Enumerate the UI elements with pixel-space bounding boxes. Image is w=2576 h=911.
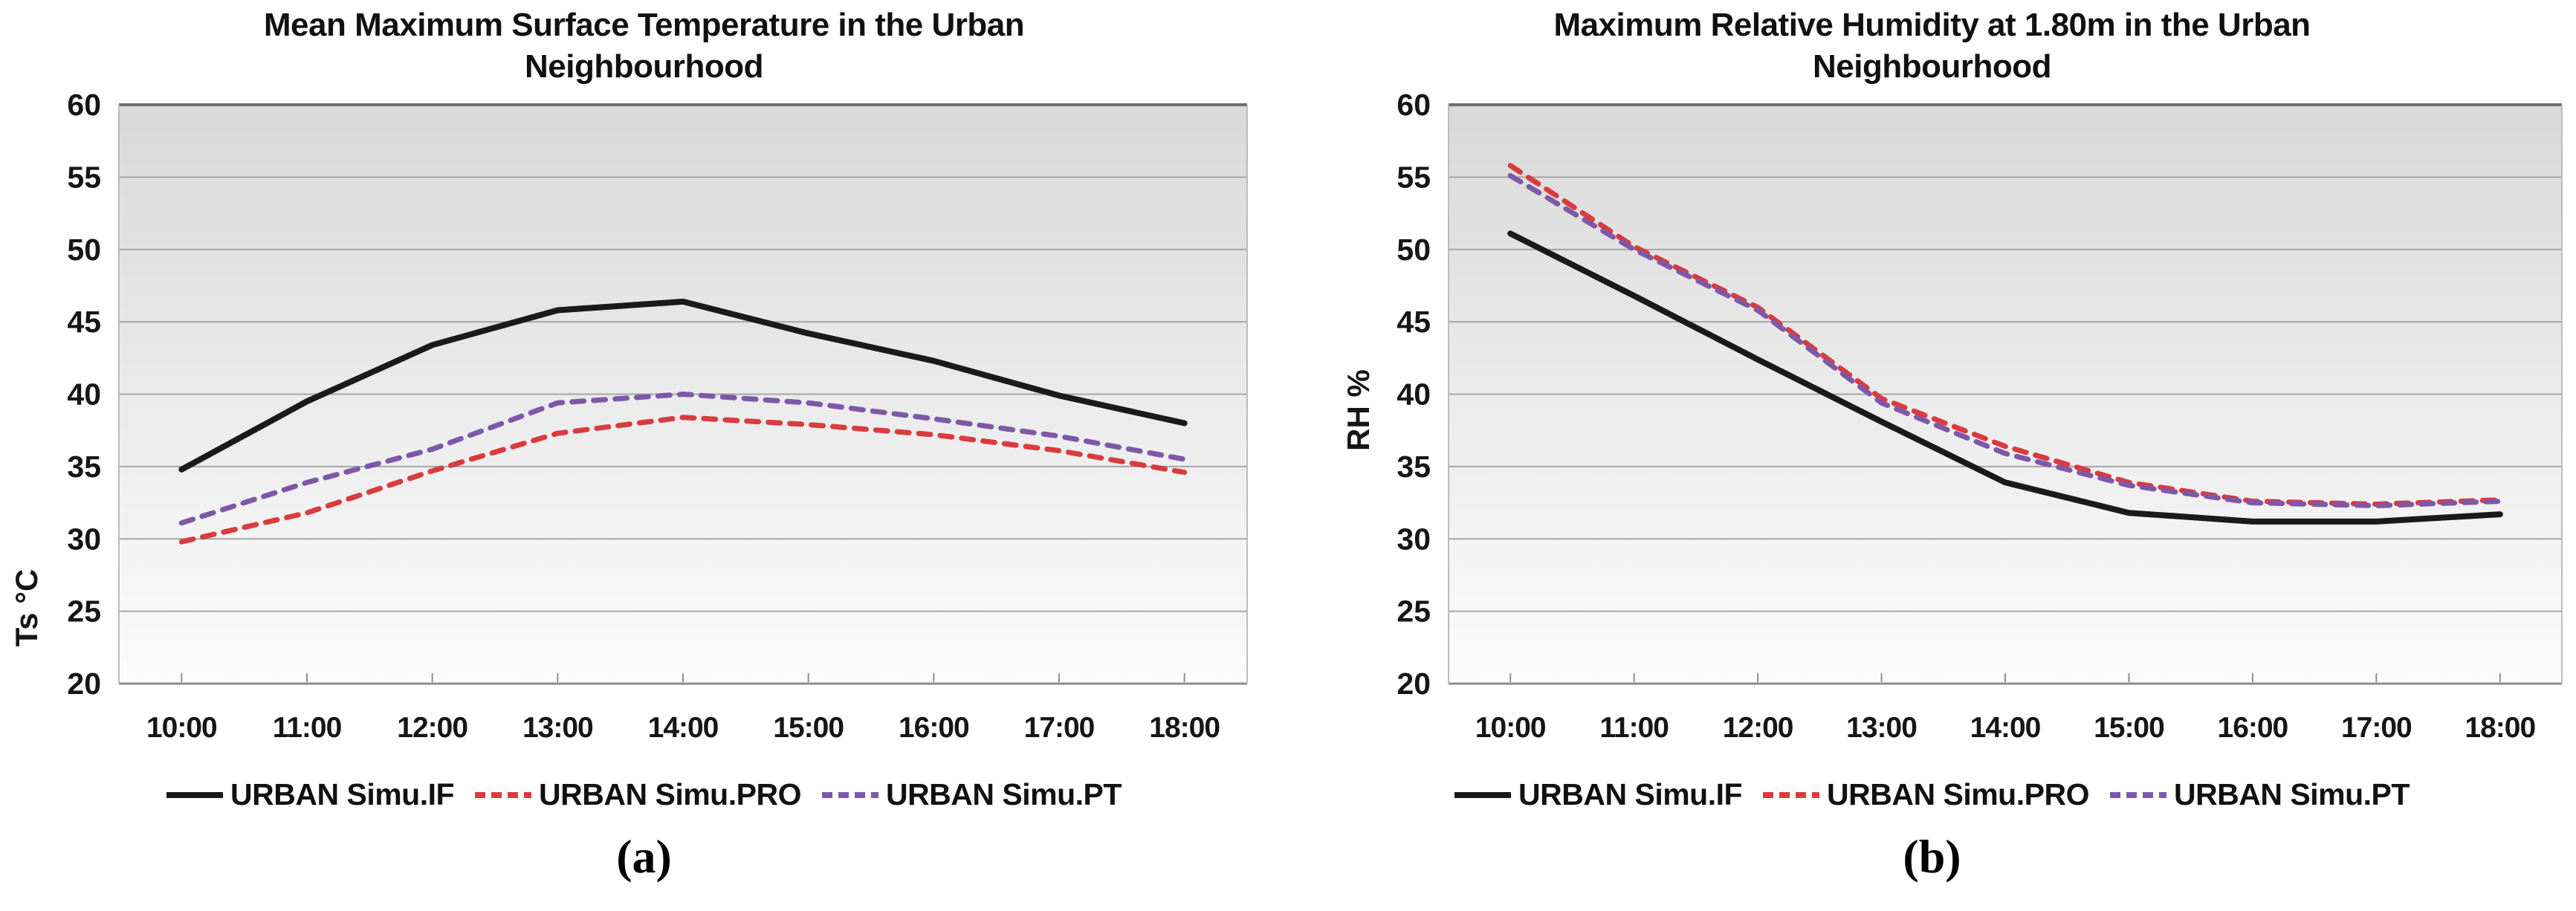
x-tick-label: 15:00 — [773, 712, 844, 744]
legend-item-urban-simu-pro: URBAN Simu.PRO — [1763, 777, 2089, 812]
x-tick-label: 17:00 — [1024, 712, 1095, 744]
y-tick-label: 40 — [67, 377, 101, 412]
y-tick-label: 20 — [67, 667, 101, 701]
legend-a: URBAN Simu.IF URBAN Simu.PRO URBAN Simu.PT — [0, 777, 1288, 812]
x-tick-label: 18:00 — [2465, 712, 2535, 744]
y-tick-label: 45 — [1397, 305, 1431, 339]
y-tick-label: 30 — [1397, 522, 1431, 556]
x-tick-label: 16:00 — [899, 712, 969, 744]
x-tick-label: 14:00 — [1970, 712, 2041, 744]
y-tick-label: 60 — [1397, 88, 1431, 122]
y-tick-label: 30 — [67, 522, 101, 556]
y-tick-label: 50 — [67, 233, 101, 267]
x-tick-label: 17:00 — [2341, 712, 2412, 744]
panel-b: 60 55 50 45 40 35 30 25 20 10:00 11:00 12:00 13:00 14… — [1288, 0, 2576, 911]
series-line-urban-simu-if — [178, 298, 1188, 473]
legend-item-urban-simu-pt: URBAN Simu.PT — [821, 777, 1122, 812]
legend-solid-line-swatch — [1454, 791, 1512, 798]
x-tick-label: 12:00 — [1723, 712, 1793, 744]
chart-canvas-b: 60 55 50 45 40 35 30 25 20 10:00 11:00 12:00 13:00 14… — [1397, 88, 2563, 744]
chart-title-a: Mean Maximum Surface Temperature in the … — [263, 7, 1025, 85]
legend-item-urban-simu-if: URBAN Simu.IF — [166, 777, 455, 812]
x-tick-label: 10:00 — [1475, 712, 1546, 744]
y-tick-label: 55 — [67, 160, 101, 194]
legend-label: URBAN Simu.IF — [230, 777, 455, 811]
x-tick-label: 14:00 — [648, 712, 719, 744]
figure-caption-a: (a) — [616, 830, 672, 883]
y-axis-title-a: Ts °C — [9, 568, 44, 647]
series-line-urban-simu-pt — [1507, 172, 2503, 508]
legend-dashed-line-swatch — [2109, 791, 2166, 798]
chart-canvas-a: 60 55 50 45 40 35 30 25 20 10:00 11:00 12:00 13:00 14… — [67, 88, 1248, 744]
series-line-urban-simu-if — [1507, 230, 2503, 525]
legend-label: URBAN Simu.PRO — [1827, 777, 2089, 811]
x-tick-label: 15:00 — [2094, 712, 2164, 744]
legend-dashed-line-swatch — [475, 791, 532, 798]
legend-label: URBAN Simu.IF — [1518, 777, 1743, 811]
legend-label: URBAN Simu.PT — [885, 777, 1122, 811]
x-tick-label: 12:00 — [397, 712, 467, 744]
x-tick-label: 18:00 — [1149, 712, 1220, 744]
y-tick-label: 20 — [1397, 667, 1431, 701]
x-tick-label: 11:00 — [1599, 712, 1669, 744]
y-tick-label: 25 — [67, 594, 101, 629]
legend-label: URBAN Simu.PT — [2173, 777, 2410, 811]
legend-label: URBAN Simu.PRO — [539, 777, 801, 811]
legend-dashed-line-swatch — [1763, 791, 1820, 798]
series-line-urban-simu-pt — [178, 392, 1188, 526]
chart-title-b: Maximum Relative Humidity at 1.80m in th… — [1553, 7, 2311, 85]
legend-item-urban-simu-if: URBAN Simu.IF — [1454, 777, 1743, 812]
panel-a: 60 55 50 45 40 35 30 25 20 10:00 11:00 12:00 13:00 14… — [0, 7, 1288, 883]
legend-item-urban-simu-pro: URBAN Simu.PRO — [475, 777, 801, 812]
y-axis-title-b: RH % — [1341, 369, 1376, 451]
y-tick-label: 40 — [1397, 377, 1431, 412]
legend-item-urban-simu-pt: URBAN Simu.PT — [2109, 777, 2410, 812]
y-tick-label: 35 — [67, 450, 101, 484]
y-tick-label: 35 — [1397, 450, 1431, 484]
x-tick-label: 13:00 — [1846, 712, 1917, 744]
series-line-urban-simu-pro — [178, 415, 1188, 545]
y-tick-label: 45 — [67, 305, 101, 339]
x-tick-label: 16:00 — [2218, 712, 2288, 744]
x-tick-label: 10:00 — [146, 712, 217, 744]
figure-caption-b: (b) — [1903, 830, 1961, 883]
y-tick-label: 25 — [1397, 594, 1431, 629]
legend-b: URBAN Simu.IF URBAN Simu.PRO URBAN Simu.PT — [1288, 777, 2576, 812]
legend-dashed-line-swatch — [821, 791, 878, 798]
x-tick-label: 11:00 — [273, 712, 342, 744]
x-tick-label: 13:00 — [522, 712, 593, 744]
y-tick-label: 60 — [67, 88, 101, 122]
y-tick-label: 50 — [1397, 233, 1431, 267]
legend-solid-line-swatch — [166, 791, 224, 798]
y-tick-label: 55 — [1397, 160, 1431, 194]
